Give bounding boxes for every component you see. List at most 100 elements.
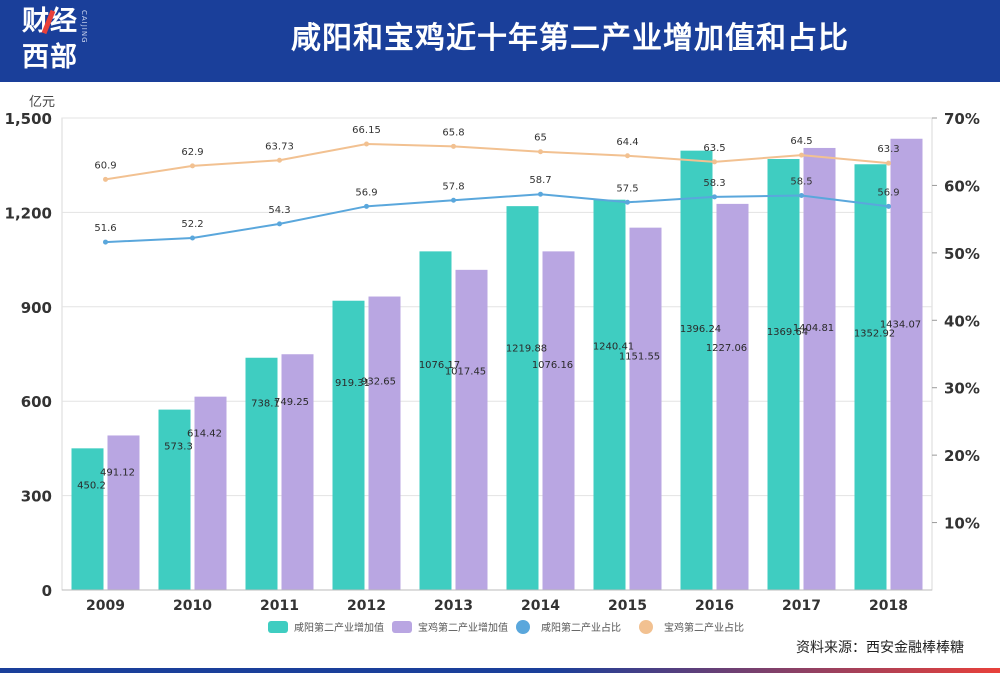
- x-tick-label: 2012: [347, 598, 386, 614]
- x-tick-label: 2013: [434, 598, 473, 614]
- line-point: [712, 194, 717, 200]
- bar-value-label: 491.12: [100, 467, 135, 478]
- bar-value-label: 573.3: [164, 442, 193, 453]
- x-tick-label: 2009: [86, 598, 125, 614]
- bar-value-label: 1369.64: [767, 327, 808, 338]
- y-tick-label: 600: [21, 393, 52, 411]
- bar: [107, 435, 140, 590]
- line-value-label: 65.8: [442, 127, 464, 138]
- line-value-label: 52.2: [181, 219, 203, 230]
- line-value-label: 58.7: [529, 175, 551, 186]
- bottom-accent-bar: [0, 668, 1000, 673]
- y2-tick-label: 40%: [944, 312, 980, 330]
- line-point: [799, 193, 804, 199]
- line-value-label: 57.5: [616, 183, 638, 194]
- bar-value-label: 1151.55: [619, 351, 660, 362]
- line-value-label: 63.73: [265, 141, 294, 152]
- legend-swatch: [516, 620, 530, 634]
- legend-swatch: [392, 621, 412, 633]
- bar: [629, 227, 662, 590]
- bar: [455, 269, 488, 590]
- logo: 财经 西部 CAIJING: [22, 6, 88, 74]
- bar-value-label: 1219.88: [506, 344, 547, 355]
- y2-tick-label: 70%: [944, 110, 980, 128]
- bar-value-label: 919.31: [335, 378, 370, 389]
- bar: [680, 150, 713, 590]
- bar: [194, 396, 227, 590]
- bar-value-label: 1434.07: [880, 319, 921, 330]
- bar: [767, 159, 800, 590]
- bar: [419, 251, 452, 590]
- legend-label: 咸阳第二产业增加值: [294, 621, 384, 634]
- x-tick-label: 2010: [173, 598, 212, 614]
- x-tick-label: 2018: [869, 598, 908, 614]
- y-axis-label: 亿元: [29, 95, 55, 110]
- line-value-label: 56.9: [355, 187, 377, 198]
- line-value-label: 58.5: [790, 177, 812, 188]
- line-point: [625, 153, 630, 159]
- x-tick-label: 2017: [782, 598, 821, 614]
- bar: [803, 147, 836, 590]
- bar-value-label: 749.25: [274, 397, 309, 408]
- line-point: [451, 143, 456, 149]
- line-value-label: 64.5: [790, 136, 812, 147]
- legend-label: 宝鸡第二产业占比: [664, 621, 744, 634]
- line-value-label: 63.3: [877, 144, 899, 155]
- y-tick-label: 900: [21, 299, 52, 317]
- legend-label: 宝鸡第二产业增加值: [418, 621, 508, 634]
- bar: [158, 409, 191, 590]
- line-value-label: 57.8: [442, 181, 464, 192]
- bar: [281, 354, 314, 590]
- x-tick-label: 2015: [608, 598, 647, 614]
- header-banner: 财经 西部 CAIJING 咸阳和宝鸡近十年第二产业增加值和占比: [0, 0, 1000, 82]
- line-value-label: 58.3: [703, 178, 725, 189]
- line-point: [103, 176, 108, 182]
- x-tick-label: 2016: [695, 598, 734, 614]
- bar-value-label: 614.42: [187, 429, 222, 440]
- y-tick-label: 300: [21, 488, 52, 506]
- series-line: [105, 193, 889, 244]
- y2-tick-label: 30%: [944, 380, 980, 398]
- line-value-label: 65: [534, 133, 547, 144]
- bar-value-label: 932.65: [361, 376, 396, 387]
- bar: [245, 357, 278, 590]
- bar-value-label: 1227.06: [706, 343, 747, 354]
- bar-value-label: 1240.41: [593, 341, 634, 352]
- bar-value-label: 1017.45: [445, 367, 486, 378]
- line-point: [886, 160, 891, 166]
- y-tick-label: 0: [42, 582, 52, 600]
- line-value-label: 51.6: [94, 223, 116, 234]
- x-tick-label: 2011: [260, 598, 299, 614]
- y2-tick-label: 10%: [944, 515, 980, 533]
- bar: [593, 199, 626, 590]
- logo-line2: 西部: [22, 42, 78, 73]
- page-title: 咸阳和宝鸡近十年第二产业增加值和占比: [291, 21, 849, 56]
- line-point: [364, 203, 369, 209]
- legend-swatch: [639, 620, 653, 634]
- line-point: [712, 159, 717, 165]
- line-point: [364, 141, 369, 147]
- bar-value-label: 1076.17: [419, 360, 460, 371]
- line-point: [277, 157, 282, 163]
- legend-label: 咸阳第二产业占比: [541, 621, 621, 634]
- line-value-label: 64.4: [616, 137, 638, 148]
- line-value-label: 54.3: [268, 205, 290, 216]
- y2-tick-label: 50%: [944, 245, 980, 263]
- line-point: [625, 199, 630, 205]
- bar: [542, 251, 575, 590]
- bar: [71, 448, 104, 590]
- logo-subtext: CAIJING: [80, 10, 88, 44]
- y2-tick-label: 60%: [944, 177, 980, 195]
- bar: [716, 203, 749, 590]
- line-point: [103, 239, 108, 245]
- line-value-label: 63.5: [703, 143, 725, 154]
- line-point: [538, 191, 543, 197]
- source-note: 资料来源：西安金融棒棒糖: [796, 640, 964, 656]
- line-value-label: 66.15: [352, 125, 381, 136]
- line-value-label: 60.9: [94, 160, 116, 171]
- bar: [332, 300, 365, 590]
- bar: [890, 138, 923, 590]
- line-point: [190, 163, 195, 169]
